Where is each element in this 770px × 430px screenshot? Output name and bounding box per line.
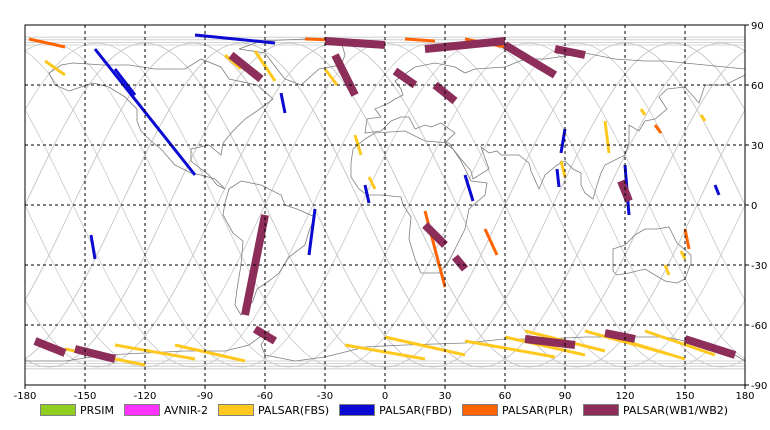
greenland-outline <box>238 38 346 86</box>
x-tick-label: -30 <box>317 391 333 402</box>
swath-palsar-fbd <box>89 234 97 260</box>
legend-item: PALSAR(FBS) <box>217 403 330 417</box>
north-america-outline <box>48 58 274 190</box>
swath-palsar-plr <box>28 37 66 49</box>
swath-palsar-fbd <box>559 128 567 154</box>
swath-palsar-fbs <box>644 329 716 357</box>
africa-outline <box>350 130 488 274</box>
swath-palsar-fbs <box>639 108 647 116</box>
y-tick-label: 90 <box>751 21 764 32</box>
legend-label: AVNIR-2 <box>164 403 208 417</box>
y-tick-label: 0 <box>751 201 757 212</box>
legend-swatch <box>124 404 160 416</box>
x-tick-label: 0 <box>382 391 388 402</box>
y-tick-label: 30 <box>751 141 764 152</box>
swath-palsar-fbd <box>555 168 561 188</box>
swath-palsar-wb1-wb2 <box>617 179 633 203</box>
y-tick-label: -90 <box>751 381 767 392</box>
swath-palsar-fbs <box>174 343 246 363</box>
x-tick-label: -90 <box>197 391 213 402</box>
swath-palsar-fbd <box>463 174 475 202</box>
x-tick-label: -150 <box>74 391 97 402</box>
swath-palsar-wb1-wb2 <box>331 53 359 97</box>
swath-palsar-fbs <box>44 59 66 77</box>
swath-palsar-fbs <box>679 250 687 260</box>
land-outlines <box>25 38 746 362</box>
swath-palsar-wb1-wb2 <box>524 335 576 349</box>
swath-palsar-wb1-wb2 <box>74 345 116 363</box>
swath-palsar-fbs <box>559 160 567 178</box>
swath-palsar-wb1-wb2 <box>554 45 586 59</box>
legend-item: PALSAR(FBD) <box>339 404 452 417</box>
swath-palsar-fbs <box>603 120 611 154</box>
legend-label: PALSAR(FBD) <box>379 403 453 417</box>
swath-palsar-plr <box>404 37 436 43</box>
swath-palsar-fbd <box>279 92 287 114</box>
australia-outline <box>612 226 692 284</box>
x-tick-label: 60 <box>499 391 512 402</box>
swath-palsar-fbs <box>323 68 339 86</box>
swath-palsar-wb1-wb2 <box>324 37 386 49</box>
grid-lines <box>25 25 745 385</box>
swath-palsar-fbd <box>113 68 137 96</box>
legend-label: PALSAR(WB1/WB2) <box>622 403 729 417</box>
x-tick-label: 180 <box>735 391 754 402</box>
legend-item: PALSAR(WB1/WB2) <box>582 403 729 417</box>
swath-palsar-wb1-wb2 <box>424 37 506 53</box>
legend-swatch <box>217 404 254 416</box>
swath-palsar-fbs <box>224 53 242 71</box>
legend-swatch <box>582 404 619 416</box>
legend-label: PALSAR(PLR) <box>502 403 573 417</box>
swath-palsar-plr <box>683 228 691 250</box>
x-tick-label: 30 <box>439 391 452 402</box>
south-america-outline <box>222 180 316 316</box>
swath-palsar-fbs <box>464 339 556 359</box>
swath-palsar-fbd <box>363 184 371 204</box>
legend-swatch <box>462 404 499 416</box>
swath-palsar-wb1-wb2 <box>228 51 264 83</box>
swath-palsar-fbs <box>699 114 707 122</box>
eurasia-outline <box>364 52 746 200</box>
swath-palsar-fbs <box>663 264 671 276</box>
swath-palsar-wb1-wb2 <box>604 329 636 343</box>
x-tick-label: -60 <box>257 391 273 402</box>
legend-label: PRSIM <box>80 403 114 417</box>
swath-palsar-fbs <box>384 335 466 357</box>
swath-palsar-wb1-wb2 <box>252 325 278 345</box>
swath-palsar-wb1-wb2 <box>33 337 67 357</box>
legend-label: PALSAR(FBS) <box>257 403 330 417</box>
y-tick-label: -60 <box>751 321 767 332</box>
swath-palsar-fbs <box>504 335 586 357</box>
swath-palsar-wb1-wb2 <box>392 67 418 89</box>
swath-palsar-wb1-wb2 <box>422 222 448 248</box>
swath-palsar-plr <box>653 124 663 134</box>
swath-palsar-wb1-wb2 <box>683 335 737 359</box>
swath-palsar-wb1-wb2 <box>451 254 469 272</box>
y-tick-label: -30 <box>751 261 767 272</box>
x-tick-label: -120 <box>134 391 157 402</box>
legend-item: PRSIM <box>40 404 114 417</box>
swath-palsar-wb1-wb2 <box>502 41 558 79</box>
swath-palsar-fbd <box>713 184 721 196</box>
x-tick-label: -180 <box>14 391 37 402</box>
x-tick-label: 90 <box>559 391 572 402</box>
legend-swatch <box>40 404 76 416</box>
x-tick-label: 150 <box>675 391 694 402</box>
legend-item: AVNIR-2 <box>124 404 208 417</box>
tick-labels: -180 -150 -120 -90 -60 -30 0 30 60 90 120 150 180 90 6… <box>14 21 768 402</box>
swath-palsar-fbs <box>367 176 377 190</box>
swath-palsar-fbd <box>194 33 276 45</box>
swath-palsar-fbs <box>253 50 277 82</box>
legend-item: PALSAR(PLR) <box>462 404 573 417</box>
x-tick-label: 120 <box>615 391 634 402</box>
swath-palsar-fbd <box>307 208 317 256</box>
legend: PRSIM AVNIR-2 PALSAR(FBS) PALSAR(FBD) PALSAR… <box>40 402 738 418</box>
swath-layer <box>28 33 737 367</box>
swath-palsar-plr <box>483 228 499 256</box>
legend-swatch <box>339 404 376 416</box>
swath-palsar-fbs <box>114 343 196 361</box>
y-tick-label: 60 <box>751 81 764 92</box>
